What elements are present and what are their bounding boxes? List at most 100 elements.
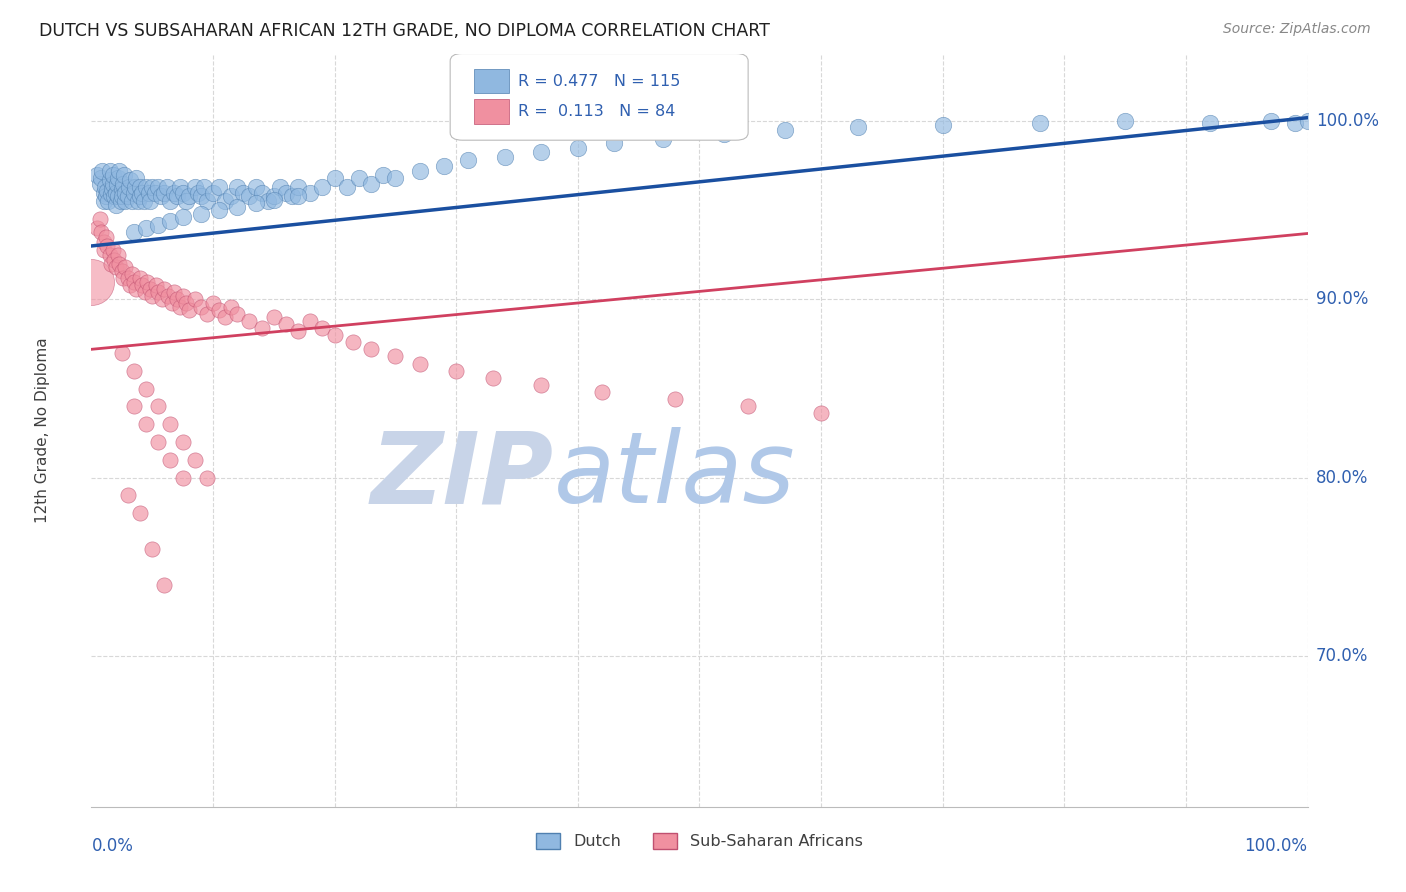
Point [129, 271, 152, 285]
Point [567, 141, 589, 155]
Bar [474, 70, 509, 94]
Text: ZIP: ZIP [371, 427, 554, 524]
Point [603, 136, 626, 150]
Point [287, 325, 309, 339]
Point [269, 180, 291, 194]
Point [153, 186, 176, 200]
Point [238, 189, 260, 203]
Point [153, 577, 176, 591]
Bar [474, 100, 509, 124]
Point [159, 417, 181, 432]
Point [148, 434, 170, 449]
Point [131, 186, 153, 200]
Point [1296, 114, 1319, 128]
Point [1114, 114, 1136, 128]
Point [360, 177, 382, 191]
Point [323, 328, 346, 343]
Point [226, 200, 249, 214]
Point [103, 253, 125, 268]
Point [120, 173, 142, 187]
Point [111, 271, 134, 285]
Point [287, 180, 309, 194]
Point [90, 225, 112, 239]
Point [104, 260, 127, 275]
Point [299, 314, 322, 328]
Point [184, 180, 207, 194]
Point [172, 289, 194, 303]
Point [104, 198, 127, 212]
Point [103, 177, 125, 191]
Legend: Dutch, Sub-Saharan Africans: Dutch, Sub-Saharan Africans [530, 827, 869, 855]
Point [143, 186, 166, 200]
Point [274, 186, 297, 200]
Point [122, 364, 145, 378]
Point [169, 180, 191, 194]
Point [97, 194, 120, 209]
Point [153, 282, 176, 296]
Point [713, 127, 735, 141]
Point [94, 230, 117, 244]
Point [846, 120, 869, 134]
Point [117, 189, 139, 203]
Point [103, 243, 125, 257]
Point [444, 364, 467, 378]
Point [214, 194, 236, 209]
Point [245, 196, 267, 211]
Point [664, 392, 686, 407]
Point [193, 180, 215, 194]
Point [111, 182, 134, 196]
Point [107, 189, 129, 203]
Point [299, 186, 322, 200]
Point [122, 400, 145, 414]
Point [132, 194, 155, 209]
Point [127, 194, 149, 209]
Point [208, 180, 231, 194]
Point [114, 194, 136, 209]
Point [114, 260, 136, 275]
Point [111, 189, 134, 203]
Text: 80.0%: 80.0% [1316, 468, 1368, 487]
Point [250, 186, 273, 200]
Point [219, 189, 242, 203]
Point [139, 194, 162, 209]
Point [187, 186, 209, 200]
Point [311, 180, 333, 194]
Point [190, 207, 212, 221]
Point [96, 239, 118, 253]
Point [232, 186, 254, 200]
Point [226, 180, 249, 194]
Point [773, 123, 796, 137]
Point [1284, 116, 1306, 130]
Point [148, 285, 170, 300]
Point [114, 186, 136, 200]
Point [163, 186, 186, 200]
Point [530, 378, 553, 392]
Point [124, 180, 146, 194]
Point [131, 278, 153, 293]
Point [202, 186, 225, 200]
Point [136, 275, 159, 289]
Point [373, 168, 395, 182]
Point [652, 132, 675, 146]
Point [174, 296, 197, 310]
Point [104, 186, 127, 200]
Text: 90.0%: 90.0% [1316, 291, 1368, 309]
Text: 0.0%: 0.0% [91, 838, 134, 855]
Point [530, 145, 553, 159]
Point [156, 289, 179, 303]
Point [494, 150, 516, 164]
Point [129, 189, 152, 203]
Point [156, 180, 179, 194]
Point [347, 171, 370, 186]
Point [384, 350, 406, 364]
Point [111, 177, 134, 191]
Point [245, 180, 267, 194]
Text: 100.0%: 100.0% [1244, 838, 1308, 855]
Point [342, 335, 364, 350]
Point [159, 214, 181, 228]
Point [117, 488, 139, 502]
Point [166, 293, 188, 307]
Point [190, 189, 212, 203]
Point [1260, 114, 1282, 128]
Point [163, 285, 186, 300]
